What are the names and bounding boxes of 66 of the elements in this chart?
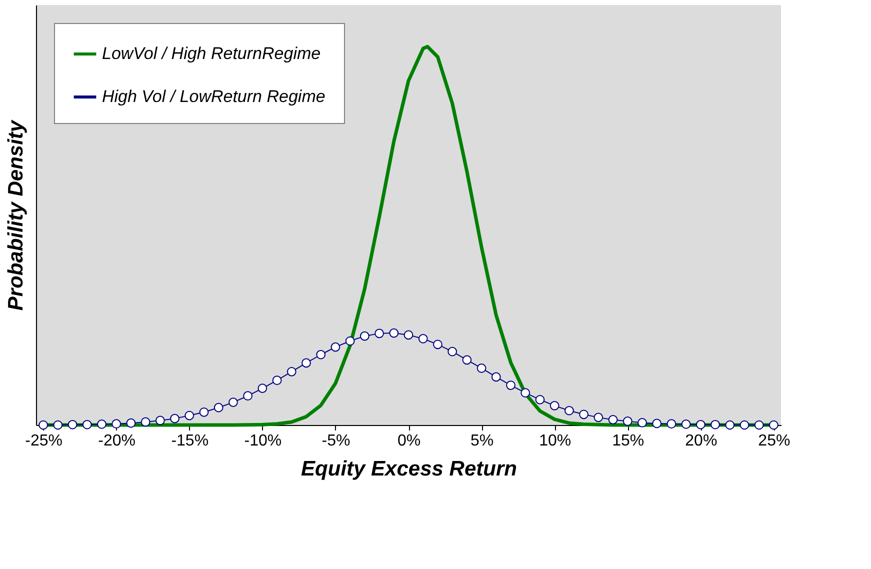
point (170, 414, 180, 424)
point (476, 364, 486, 373)
point (740, 420, 750, 430)
x-tick-label: 10% (539, 432, 572, 450)
point (53, 420, 63, 430)
point (38, 420, 48, 430)
x-tick-label: 0% (397, 432, 421, 450)
point (579, 410, 588, 420)
point (594, 412, 604, 422)
point (330, 342, 340, 352)
point (462, 355, 472, 365)
point (769, 420, 778, 430)
point (68, 420, 78, 430)
point (360, 331, 370, 341)
point (184, 410, 194, 420)
point (112, 419, 122, 429)
point (433, 340, 442, 350)
x-tick-label: -20% (98, 432, 136, 450)
point (666, 419, 676, 429)
point (228, 398, 238, 407)
point (214, 402, 224, 412)
point (418, 334, 428, 344)
x-tick-label: -10% (244, 432, 282, 450)
x-tick-label: -5% (322, 432, 350, 450)
point (564, 406, 574, 416)
point (316, 350, 326, 360)
point (448, 346, 458, 356)
point (725, 420, 735, 430)
x-tick-label: 5% (470, 432, 494, 450)
point (622, 416, 632, 426)
point (638, 418, 647, 428)
point (140, 417, 150, 427)
point (345, 336, 355, 346)
x-tick-label: 20% (685, 432, 718, 450)
point (535, 394, 545, 404)
point (155, 416, 165, 426)
point (506, 380, 516, 390)
point (404, 330, 414, 340)
x-tick-label: 15% (612, 432, 644, 450)
legend-label: High Vol / LowReturn Regime (102, 87, 326, 106)
y-axis-title: Probability Density (4, 119, 28, 311)
x-tick-label: -15% (171, 432, 209, 450)
point (550, 401, 560, 410)
point (243, 391, 252, 401)
x-axis-title: Equity Excess Return (301, 458, 517, 480)
x-tick-label: -25% (25, 432, 62, 450)
point (302, 358, 311, 368)
point (652, 418, 662, 428)
point (97, 420, 106, 429)
x-tick-label: 25% (758, 432, 790, 450)
point (710, 420, 720, 430)
point (681, 420, 691, 429)
legend-label: LowVol / High ReturnRegime (102, 44, 321, 63)
point (374, 328, 384, 338)
point (126, 418, 136, 428)
point (82, 420, 92, 430)
point (491, 372, 501, 382)
point (520, 388, 530, 398)
point (199, 407, 209, 417)
point (608, 415, 618, 424)
point (754, 420, 764, 430)
point (286, 366, 296, 376)
point (272, 376, 282, 386)
point (389, 328, 399, 338)
point (696, 420, 706, 430)
point (258, 384, 268, 393)
